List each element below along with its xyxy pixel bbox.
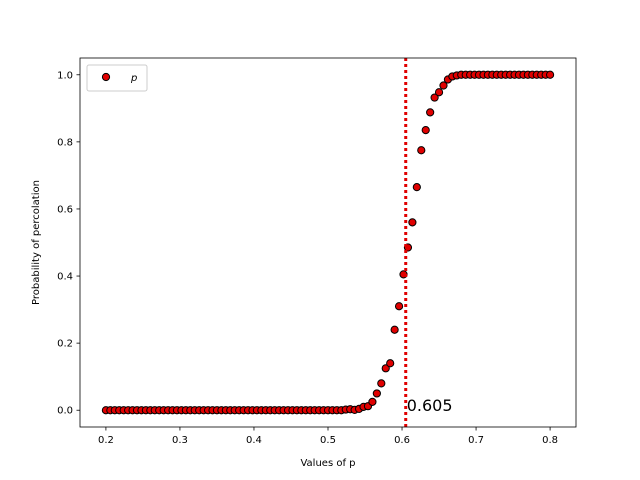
x-tick-label: 0.6 — [394, 435, 410, 446]
x-axis-label: Values of p — [300, 458, 355, 469]
data-point — [545, 70, 555, 79]
y-tick-label: 0.4 — [57, 272, 73, 283]
legend: p — [86, 64, 148, 92]
data-point — [430, 93, 439, 102]
data-point — [372, 389, 381, 398]
data-point — [408, 218, 417, 227]
y-axis-ticks: 0.0 0.2 0.4 0.6 0.8 1.0 — [57, 70, 80, 417]
data-point — [394, 302, 404, 311]
x-tick-label: 0.3 — [172, 435, 188, 446]
data-point — [386, 359, 395, 368]
x-tick-label: 0.2 — [98, 435, 114, 446]
legend-marker — [101, 72, 111, 82]
y-tick-label: 0.0 — [57, 406, 73, 417]
data-point — [390, 325, 399, 334]
data-point — [426, 108, 435, 117]
data-point — [412, 183, 421, 192]
legend-box — [86, 64, 148, 92]
x-tick-label: 0.4 — [246, 435, 262, 446]
y-tick-label: 0.6 — [57, 204, 73, 215]
data-point — [377, 379, 386, 388]
data-point — [421, 126, 430, 135]
threshold-label: 0.605 — [407, 396, 453, 415]
x-axis-ticks: 0.2 0.3 0.4 0.5 0.6 0.7 0.8 — [98, 427, 558, 446]
legend-entry-label: p — [130, 73, 137, 84]
data-point — [439, 81, 448, 90]
threshold-line-group: 0.605 — [404, 58, 453, 427]
data-point — [417, 146, 426, 155]
data-point — [368, 397, 377, 406]
y-tick-label: 0.8 — [57, 137, 73, 148]
x-tick-label: 0.7 — [468, 435, 484, 446]
y-tick-label: 0.2 — [57, 339, 73, 350]
y-axis-label: Probability of percolation — [31, 180, 42, 305]
x-tick-label: 0.8 — [542, 435, 558, 446]
data-point — [434, 88, 444, 97]
data-markers — [101, 70, 555, 415]
y-tick-label: 1.0 — [57, 70, 73, 81]
data-point — [381, 364, 390, 373]
x-tick-label: 0.5 — [320, 435, 336, 446]
